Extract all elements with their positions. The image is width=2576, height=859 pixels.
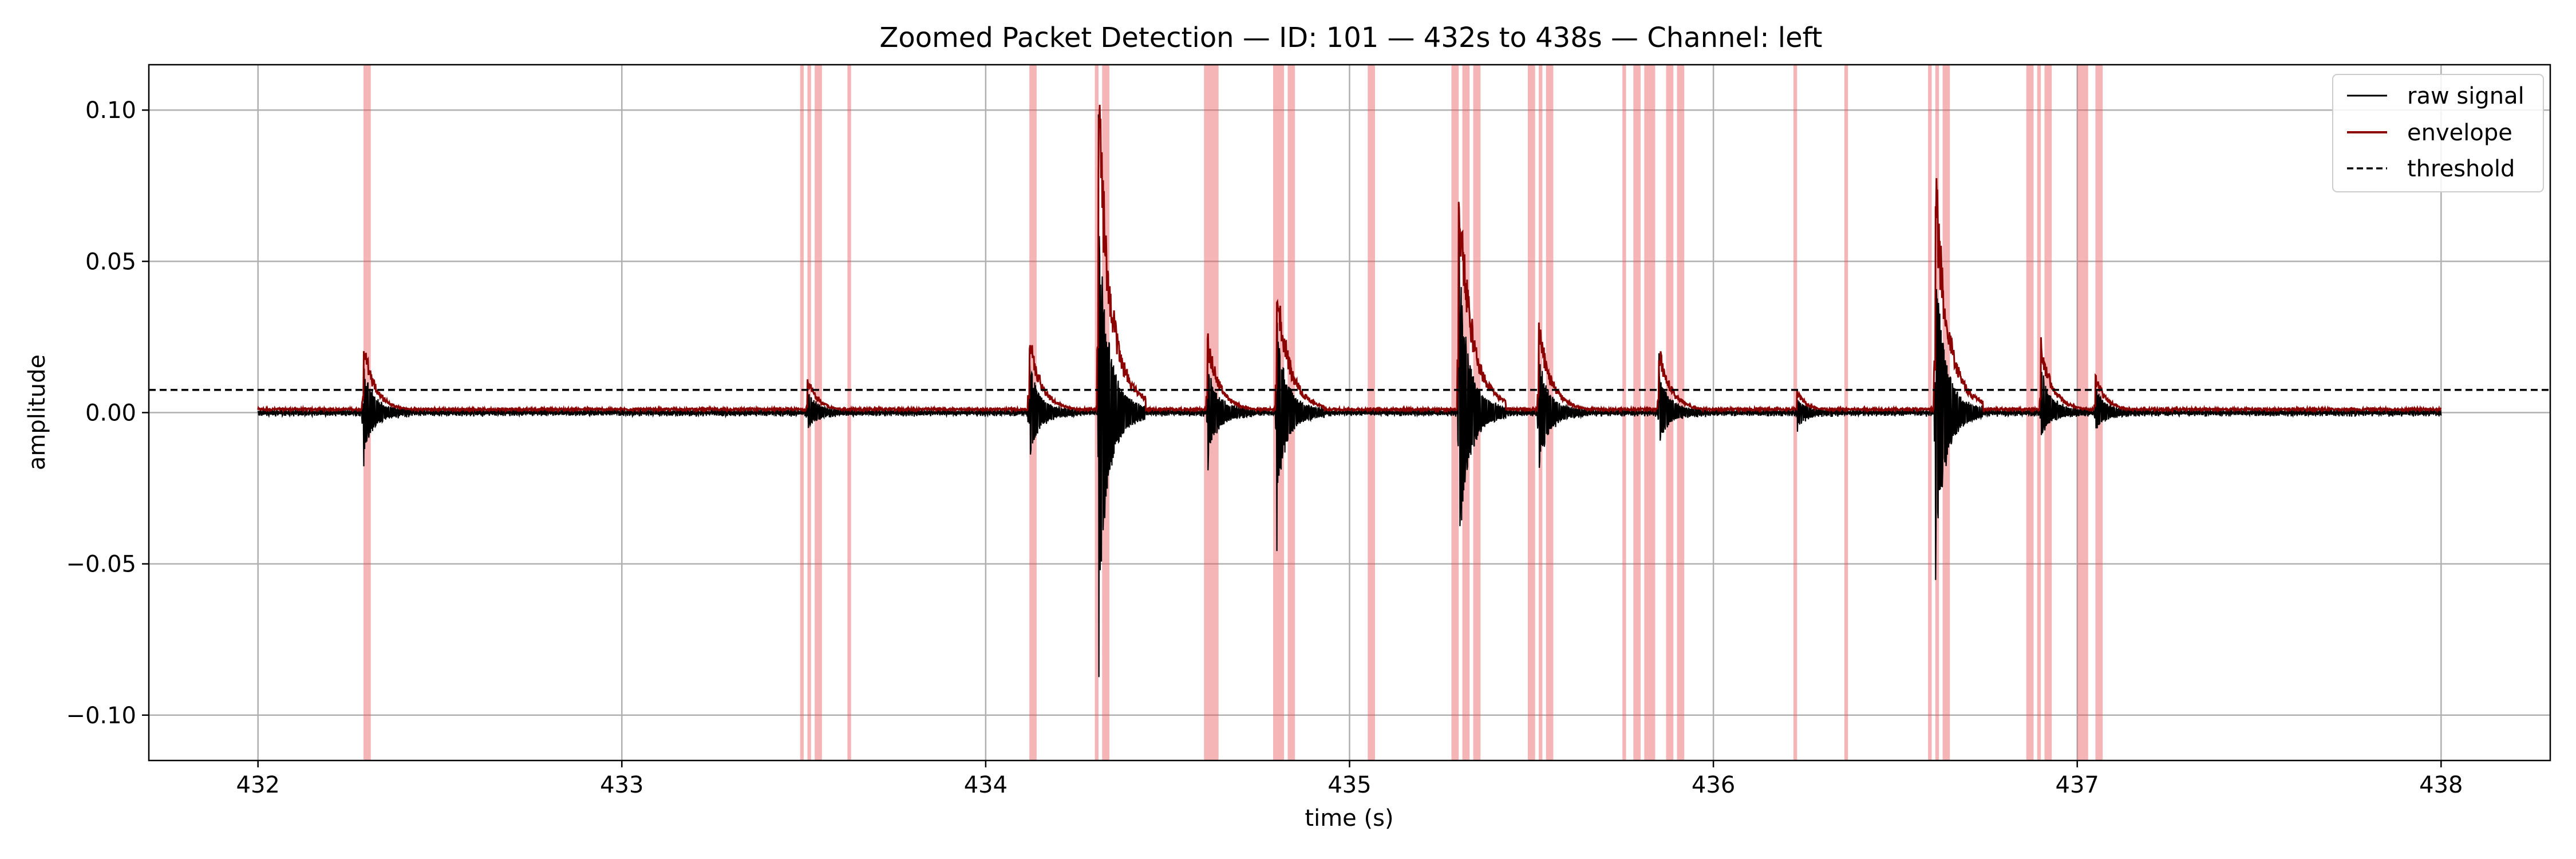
x-tick-label: 437 bbox=[2056, 772, 2099, 798]
envelope-line bbox=[257, 104, 2442, 414]
legend-label-threshold: threshold bbox=[2407, 156, 2515, 182]
y-tick-label: −0.05 bbox=[66, 551, 136, 578]
y-tick-label: 0.00 bbox=[85, 400, 136, 427]
y-tick-label: −0.10 bbox=[66, 703, 136, 729]
legend-label-envelope: envelope bbox=[2407, 120, 2512, 146]
legend: raw signal envelope threshold bbox=[2332, 74, 2544, 192]
x-tick-label: 433 bbox=[600, 772, 643, 798]
chart-title: Zoomed Packet Detection — ID: 101 — 432s… bbox=[880, 22, 1823, 54]
legend-box bbox=[2332, 74, 2544, 192]
x-tick-label: 432 bbox=[236, 772, 280, 798]
signal-traces bbox=[257, 104, 2442, 677]
y-axis-label: amplitude bbox=[24, 354, 50, 470]
x-tick-label: 438 bbox=[2419, 772, 2463, 798]
x-tick-label: 436 bbox=[1692, 772, 1735, 798]
x-axis-ticks: 432 433 434 435 436 437 438 bbox=[236, 761, 2463, 798]
x-tick-label: 435 bbox=[1327, 772, 1371, 798]
raw-signal-line bbox=[257, 114, 2442, 677]
y-tick-label: 0.10 bbox=[85, 97, 136, 124]
y-tick-label: 0.05 bbox=[85, 249, 136, 275]
y-axis-ticks: 0.10 0.05 0.00 −0.05 −0.10 bbox=[66, 97, 149, 729]
legend-label-raw-signal: raw signal bbox=[2407, 83, 2524, 109]
x-tick-label: 434 bbox=[964, 772, 1008, 798]
x-axis-label: time (s) bbox=[1305, 805, 1393, 832]
